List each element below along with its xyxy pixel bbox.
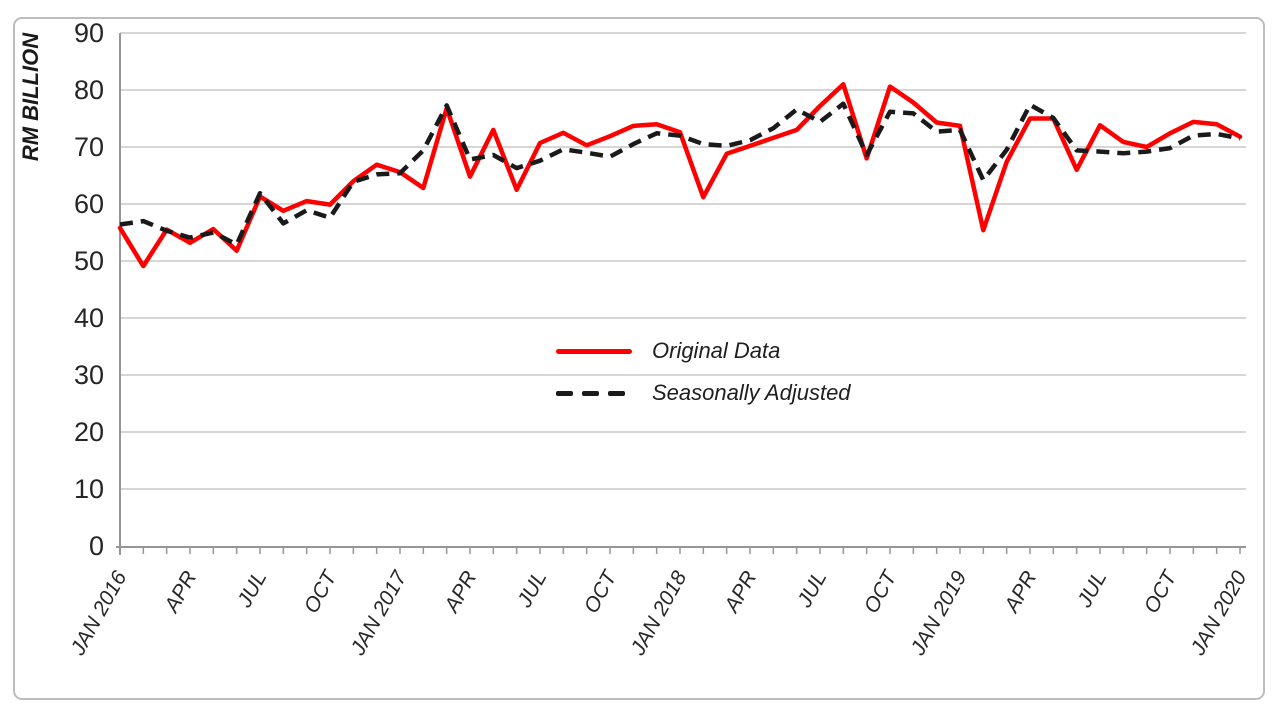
y-tick-label: 80	[74, 75, 104, 105]
legend-label-adjusted: Seasonally Adjusted	[652, 380, 851, 405]
y-tick-label: 60	[74, 189, 104, 219]
solid-line-icon	[556, 348, 632, 354]
x-tick-label: JUL	[793, 567, 832, 612]
y-tick-label: 40	[74, 303, 104, 333]
original-line-swatch	[556, 348, 644, 354]
x-tick-label: JAN 2017	[346, 566, 412, 660]
y-tick-label: 30	[74, 360, 104, 390]
x-tick-label: OCT	[300, 565, 343, 617]
legend: Original Data Seasonally Adjusted	[556, 330, 851, 414]
x-tick-label: JUL	[513, 567, 552, 612]
x-tick-label: JUL	[233, 567, 272, 612]
x-tick-label: OCT	[1140, 565, 1183, 617]
legend-row-adjusted: Seasonally Adjusted	[556, 372, 851, 414]
dashed-line-icon	[556, 390, 644, 396]
x-tick-label: OCT	[860, 565, 903, 617]
y-tick-label: 50	[74, 246, 104, 276]
x-tick-label: APR	[159, 567, 201, 618]
y-axis-title: RM BILLION	[18, 32, 43, 161]
legend-label-original: Original Data	[652, 338, 781, 363]
x-tick-label: JAN 2018	[626, 567, 691, 660]
y-tick-label: 0	[89, 531, 104, 561]
y-tick-label: 90	[74, 18, 104, 48]
x-tick-label: JAN 2020	[1186, 567, 1251, 660]
x-tick-label: APR	[719, 567, 761, 618]
original-data-line	[117, 82, 1243, 269]
x-tick-label: JAN 2016	[66, 567, 131, 660]
y-tick-label: 20	[74, 417, 104, 447]
y-tick-label: 10	[74, 474, 104, 504]
x-tick-label: OCT	[580, 565, 623, 617]
x-tick-label: APR	[439, 567, 481, 618]
x-tick-label: APR	[999, 567, 1041, 618]
x-tick-label: JUL	[1073, 567, 1112, 612]
chart-frame	[13, 17, 1265, 700]
legend-row-original: Original Data	[556, 330, 851, 372]
seasonally-adjusted-line	[119, 101, 1241, 247]
y-tick-label: 70	[74, 132, 104, 162]
x-tick-label: JAN 2019	[906, 567, 971, 660]
